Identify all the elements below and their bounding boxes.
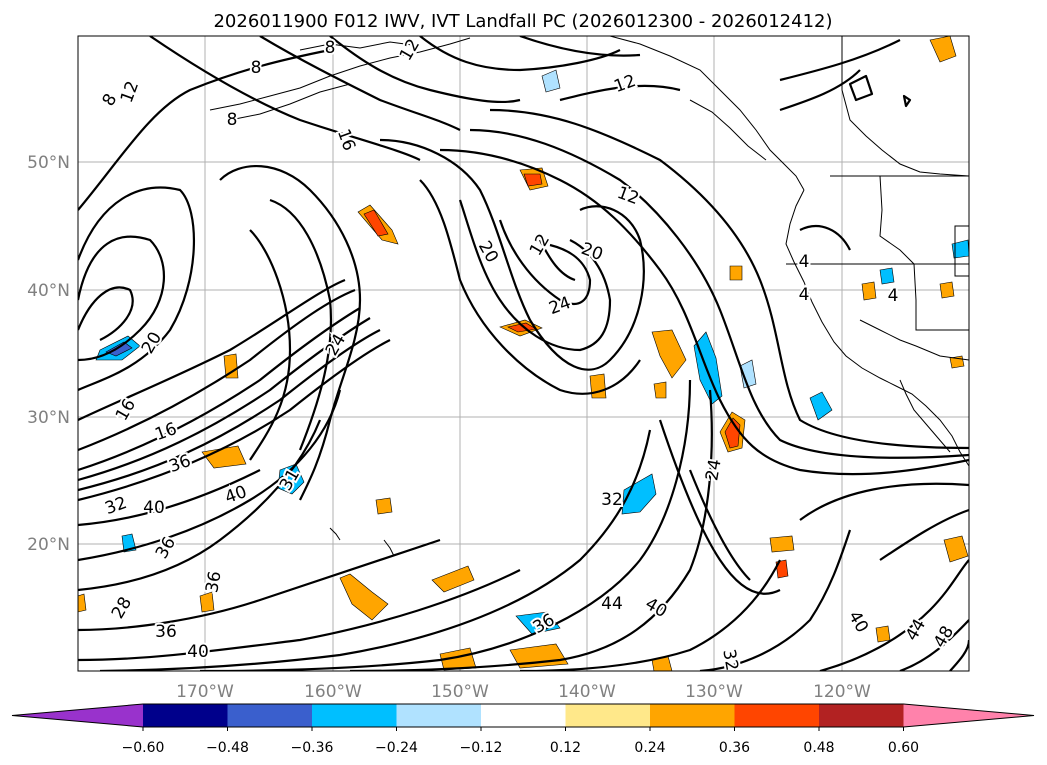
colorbar-bin: [396, 704, 482, 727]
colorbar-extend-max: [903, 704, 1034, 727]
longitude-labels: 170°W 160°W 150°W 140°W 130°W 120°W: [176, 682, 871, 702]
colorbar-tick-label: 0.60: [888, 740, 919, 756]
lat-label: 20°N: [27, 535, 70, 555]
contour-label: 4: [888, 286, 899, 306]
landfall-pc-fill: [78, 36, 969, 671]
latitude-labels: 50°N 40°N 30°N 20°N: [27, 153, 70, 555]
contour-label: 8: [325, 38, 336, 58]
colorbar-bin: [650, 704, 735, 727]
contour-label: 32: [601, 490, 623, 510]
map-frame: [77, 35, 970, 672]
colorbar-bin: [312, 704, 397, 727]
iwv-contours: [78, 36, 969, 671]
contour-label: 8: [251, 58, 262, 78]
contour-label: 40: [187, 642, 209, 662]
plot-title: 2026011900 F012 IWV, IVT Landfall PC (20…: [213, 11, 832, 32]
lat-label: 30°N: [27, 408, 70, 428]
coastlines: [209, 36, 969, 557]
contour-label: 24: [702, 458, 725, 483]
lon-label: 170°W: [176, 682, 234, 702]
lon-label: 140°W: [558, 682, 616, 702]
colorbar-bin: [565, 704, 651, 727]
colorbar-tick-label: −0.36: [291, 740, 334, 756]
contour-label: 36: [202, 570, 225, 595]
colorbar-bin: [819, 704, 904, 727]
contour-label: 32: [718, 648, 741, 673]
lon-label: 150°W: [431, 682, 489, 702]
colorbar-extend-min: [12, 704, 143, 727]
colorbar-tick-label: −0.24: [375, 740, 418, 756]
colorbar-bin: [143, 704, 228, 727]
contour-label: 44: [601, 594, 623, 614]
lon-label: 130°W: [685, 682, 743, 702]
lon-label: 160°W: [304, 682, 362, 702]
colorbar-tick-label: 0.24: [634, 740, 665, 756]
colorbar-tick-label: 0.48: [803, 740, 834, 756]
colorbar-bin: [481, 704, 566, 727]
colorbar-tick-label: −0.12: [460, 740, 503, 756]
colorbar-bin: [227, 704, 313, 727]
colorbar-bin: [734, 704, 820, 727]
contour-label: 4: [799, 252, 810, 272]
lat-label: 40°N: [27, 281, 70, 301]
colorbar-tick-label: −0.48: [206, 740, 249, 756]
contour-label: 4: [799, 285, 810, 305]
contour-label: 40: [143, 498, 165, 518]
contour-label: 8: [227, 110, 238, 130]
colorbar: −0.60 −0.48 −0.36 −0.24 −0.12 0.12 0.24 0.36 0.4…: [11, 703, 1035, 756]
colorbar-tick-label: 0.12: [550, 740, 581, 756]
lon-label: 120°W: [813, 682, 871, 702]
colorbar-tick-label: 0.36: [719, 740, 750, 756]
colorbar-tick-label: −0.60: [122, 740, 165, 756]
contour-label: 36: [155, 622, 177, 642]
lat-label: 50°N: [27, 153, 70, 173]
